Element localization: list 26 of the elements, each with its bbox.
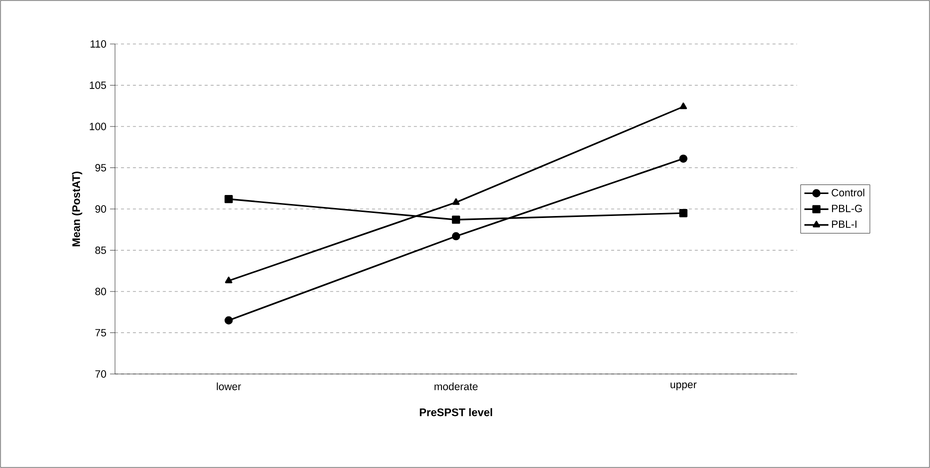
y-tick-label: 100 — [90, 122, 106, 130]
y-tick-label: 95 — [95, 164, 106, 172]
y-tick-label: 90 — [95, 205, 106, 213]
y-tick-label: 105 — [90, 82, 106, 89]
y-tick-label: 110 — [90, 40, 106, 48]
legend-label: Control — [832, 188, 864, 196]
y-tick-label: 70 — [95, 370, 106, 378]
x-tick-label: moderate — [434, 382, 478, 390]
x-axis-title: PreSPST level — [420, 408, 492, 416]
legend-label: PBL-G — [832, 204, 862, 212]
point — [452, 216, 460, 224]
point — [679, 209, 688, 218]
y-tick-label: 75 — [95, 329, 106, 336]
legend-label: PBL-I — [832, 220, 856, 228]
point — [225, 276, 232, 284]
point — [679, 154, 688, 163]
y-tick-label: 85 — [95, 246, 106, 254]
x-tick-label: upper — [670, 382, 697, 390]
point — [224, 316, 233, 324]
y-axis-title: Mean (PostAT) — [72, 172, 82, 246]
point — [680, 102, 687, 110]
point — [452, 232, 460, 240]
point — [452, 198, 460, 205]
point — [224, 194, 233, 204]
x-tick-label: lower — [216, 382, 241, 390]
y-tick-label: 80 — [95, 288, 106, 296]
